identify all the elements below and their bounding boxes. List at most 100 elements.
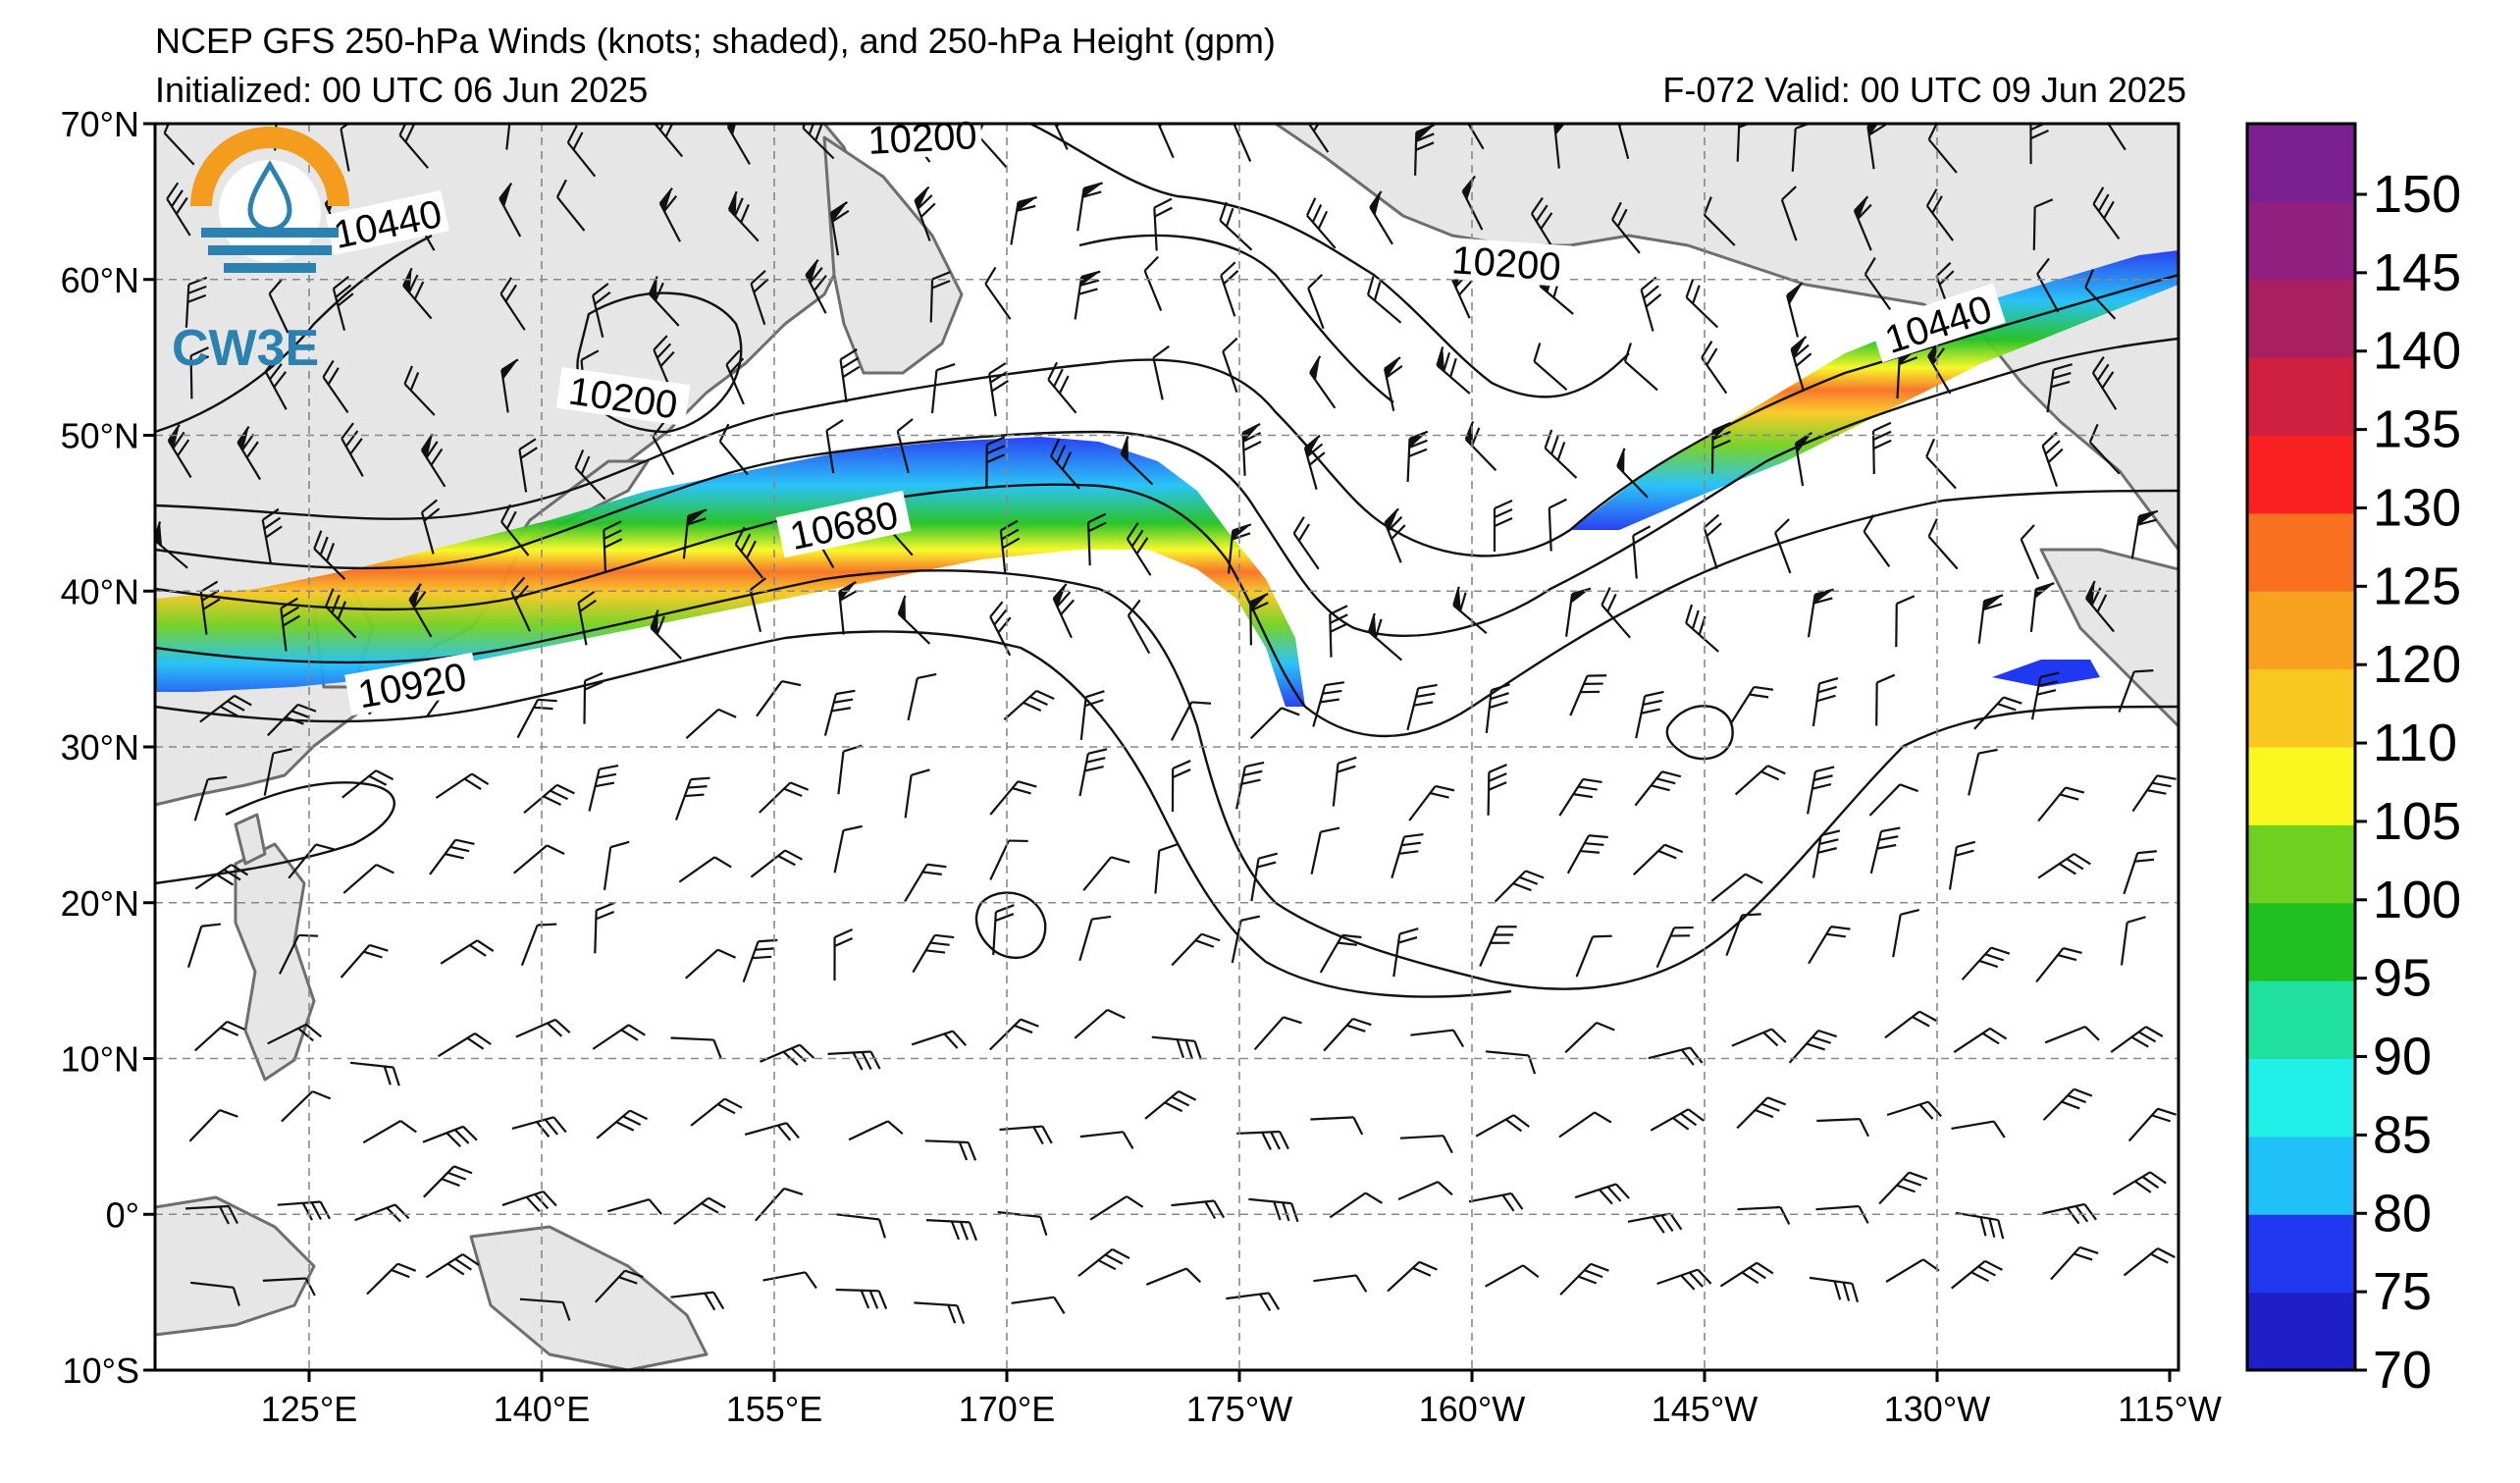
wind-barb [1955,1211,2005,1240]
colorbar-label: 135 [2373,400,2461,459]
wind-barb [2029,124,2049,165]
wind-barb [1387,1260,1438,1293]
wind-barb [750,849,803,878]
colorbar-label: 130 [2373,478,2461,537]
wind-barb [1319,933,1362,974]
wind-barb [499,183,522,238]
wind-barb [1236,1130,1289,1150]
wind-barb [673,1196,726,1225]
lon-label: 115°W [2118,1389,2222,1429]
wind-barb [1144,1089,1197,1120]
wind-barb [1627,1212,1683,1234]
wind-barb [1406,683,1438,731]
wind-barb [1074,1008,1126,1039]
wind-barb [1948,840,1976,890]
wind-barb [1487,764,1507,816]
wind-barb [167,424,192,479]
wind-barb [1052,583,1076,639]
wind-barb [1241,423,1262,476]
colorbar-swatch [2247,980,2355,1059]
wind-barb [1003,689,1055,721]
contour-line [155,273,2179,557]
colorbar-border [2245,122,2357,1372]
wind-barb [1310,826,1340,874]
wind-barb [914,185,936,241]
wind-barb [929,271,951,323]
wind-barb [402,267,433,320]
wind-barb [744,1122,800,1141]
wind-barb [194,864,249,890]
wind-barb [1305,197,1337,249]
wind-barb [366,1262,417,1296]
wind-barb [727,190,760,242]
wind-barb [1701,341,1728,395]
wind-barb [670,1036,722,1059]
wind-barb [1853,195,1872,251]
wind-barb [989,780,1037,816]
wind-barb [186,923,222,969]
wind-barb [519,1298,571,1321]
wind-barb [2085,580,2115,633]
wind-barb [836,1213,886,1239]
wind-barb [989,601,1012,657]
colorbar-swatch [2247,512,2355,592]
wind-barb [435,772,490,799]
wind-barb [429,838,475,875]
wind-barb [999,519,1021,574]
lat-label: 20°N [61,883,139,924]
wind-barb [1868,783,1918,817]
wind-barb [1875,673,1896,726]
wind-barb [1323,1017,1372,1052]
wind-barb [1235,761,1265,810]
wind-barb [1729,685,1774,724]
wind-barb [1392,927,1419,978]
wind-barb [1153,197,1173,251]
wind-barb [1774,518,1792,574]
wind-barb [1220,261,1239,317]
wind-barb [1384,507,1406,563]
wind-barb [674,776,710,821]
wind-barb [829,201,850,256]
colorbar-swatch [2247,1136,2355,1215]
wind-barb [650,609,683,660]
colorbar-label: 150 [2373,165,2461,224]
wind-barb [193,1020,245,1052]
wind-barb [1863,514,1891,567]
wind-barb [505,124,529,150]
wind-barb [1366,276,1402,324]
colorbar-label: 95 [2373,949,2432,1008]
wind-barb [1719,1261,1774,1288]
wind-barb [1640,276,1662,332]
wind-barb [523,783,575,815]
wind-barb [1086,512,1107,566]
wind-barb [188,1109,238,1142]
wind-barb [1533,343,1568,392]
wind-barb [2084,269,2117,320]
wind-barb [1313,1274,1368,1293]
wind-barb [2050,1245,2099,1281]
wind-barb [1884,1010,1937,1039]
wind-barb [1968,748,1998,796]
wind-barb [408,583,433,638]
wind-barb [1951,1120,2006,1139]
wind-barb [1152,344,1170,400]
wind-barb [1544,429,1578,479]
wind-barb [1397,1181,1453,1201]
wind-barb [512,844,565,874]
wind-barb [925,1219,978,1242]
wind-barb [1558,777,1602,817]
cw3e-logo: CW3E [172,127,349,377]
wind-barb [2112,1171,2167,1195]
wind-barb [1634,770,1682,807]
wind-barb [1635,690,1664,739]
wind-barb [438,1033,492,1058]
wind-barb [914,1301,966,1325]
colorbar-label: 100 [2373,871,2461,929]
wind-barb [1685,279,1719,329]
wind-barb [762,1271,817,1290]
wind-barb [1292,516,1320,570]
wind-barb [398,124,429,169]
logo-arc-icon [190,127,349,207]
wind-barb [1731,1028,1787,1047]
wind-barb [603,840,630,890]
